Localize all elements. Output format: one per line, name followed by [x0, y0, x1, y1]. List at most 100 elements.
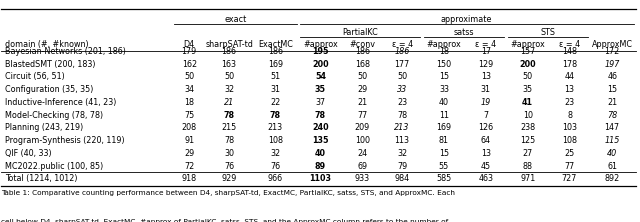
Text: 162: 162	[182, 59, 197, 69]
Text: 45: 45	[481, 162, 491, 171]
Text: Model-Checking (78, 78): Model-Checking (78, 78)	[5, 111, 103, 120]
Text: sharpSAT-td: sharpSAT-td	[205, 40, 253, 50]
Text: 240: 240	[312, 123, 329, 133]
Text: 78: 78	[607, 111, 618, 120]
Text: 13: 13	[481, 72, 491, 81]
Text: 51: 51	[270, 72, 280, 81]
Text: 195: 195	[312, 47, 329, 56]
Text: 147: 147	[605, 123, 620, 133]
Text: 89: 89	[315, 162, 326, 171]
Text: 78: 78	[270, 111, 281, 120]
Text: 29: 29	[357, 85, 367, 94]
Text: 108: 108	[268, 136, 283, 145]
Text: 61: 61	[607, 162, 617, 171]
Text: ε = 4: ε = 4	[392, 40, 413, 50]
Text: 78: 78	[315, 111, 326, 120]
Text: 25: 25	[564, 149, 575, 158]
Text: STS: STS	[540, 28, 555, 37]
Text: 213: 213	[268, 123, 283, 133]
Text: approximate: approximate	[441, 15, 492, 24]
Text: 24: 24	[357, 149, 367, 158]
Text: 35: 35	[315, 85, 326, 94]
Text: 88: 88	[523, 162, 532, 171]
Text: BlastedSMT (200, 183): BlastedSMT (200, 183)	[5, 59, 95, 69]
Text: 44: 44	[564, 72, 575, 81]
Text: 75: 75	[184, 111, 195, 120]
Text: 64: 64	[481, 136, 491, 145]
Text: 100: 100	[355, 136, 370, 145]
Text: 50: 50	[523, 72, 532, 81]
Text: 186: 186	[355, 47, 370, 56]
Text: 8: 8	[567, 111, 572, 120]
Text: 21: 21	[357, 98, 367, 107]
Text: 33: 33	[397, 85, 407, 94]
Text: 135: 135	[312, 136, 329, 145]
Text: 15: 15	[439, 149, 449, 158]
Text: 186: 186	[268, 47, 283, 56]
Text: 15: 15	[607, 85, 617, 94]
Text: 72: 72	[184, 162, 195, 171]
Text: 23: 23	[397, 98, 407, 107]
Text: 54: 54	[315, 72, 326, 81]
Text: 918: 918	[182, 174, 197, 184]
Text: 41: 41	[522, 98, 533, 107]
Text: 186: 186	[394, 47, 410, 56]
Text: ε = 4: ε = 4	[476, 40, 497, 50]
Text: 13: 13	[481, 149, 491, 158]
Text: 50: 50	[357, 72, 367, 81]
Text: 46: 46	[607, 72, 617, 81]
Text: QIF (40, 33): QIF (40, 33)	[5, 149, 52, 158]
Text: 103: 103	[562, 123, 577, 133]
Text: 34: 34	[184, 85, 195, 94]
Text: 179: 179	[182, 47, 197, 56]
Text: Program-Synthesis (220, 119): Program-Synthesis (220, 119)	[5, 136, 125, 145]
Text: 33: 33	[439, 85, 449, 94]
Text: 69: 69	[357, 162, 367, 171]
Text: 50: 50	[224, 72, 234, 81]
Text: 177: 177	[394, 59, 410, 69]
Text: 31: 31	[270, 85, 280, 94]
Text: 125: 125	[520, 136, 535, 145]
Text: 200: 200	[312, 59, 329, 69]
Text: 148: 148	[562, 47, 577, 56]
Text: 40: 40	[315, 149, 326, 158]
Text: 18: 18	[184, 98, 195, 107]
Text: 163: 163	[221, 59, 237, 69]
Text: 984: 984	[394, 174, 410, 184]
Text: 50: 50	[184, 72, 195, 81]
Text: 77: 77	[564, 162, 575, 171]
Text: 238: 238	[520, 123, 535, 133]
Text: 31: 31	[481, 85, 491, 94]
Text: 200: 200	[519, 59, 536, 69]
Text: 186: 186	[221, 47, 237, 56]
Text: 209: 209	[355, 123, 370, 133]
Text: 91: 91	[184, 136, 195, 145]
Text: 213: 213	[394, 123, 410, 133]
Text: 585: 585	[436, 174, 452, 184]
Text: 32: 32	[270, 149, 280, 158]
Text: 208: 208	[182, 123, 197, 133]
Text: cell below D4, sharpSAT-td, ExactMC, #approx of PartialKC, satss, STS, and the A: cell below D4, sharpSAT-td, ExactMC, #ap…	[1, 219, 449, 222]
Text: 32: 32	[224, 85, 234, 94]
Text: 7: 7	[483, 111, 488, 120]
Text: Total (1214, 1012): Total (1214, 1012)	[5, 174, 77, 184]
Text: MC2022.public (100, 85): MC2022.public (100, 85)	[5, 162, 104, 171]
Text: 11: 11	[439, 111, 449, 120]
Text: 21: 21	[224, 98, 234, 107]
Text: Table 1: Comparative counting performance between D4, sharpSAT-td, ExactMC, Part: Table 1: Comparative counting performanc…	[1, 190, 455, 196]
Text: 21: 21	[607, 98, 617, 107]
Text: #approx: #approx	[510, 40, 545, 50]
Text: 77: 77	[357, 111, 367, 120]
Text: 215: 215	[221, 123, 237, 133]
Text: 169: 169	[268, 59, 283, 69]
Text: 129: 129	[478, 59, 493, 69]
Text: 29: 29	[184, 149, 195, 158]
Text: ε = 4: ε = 4	[559, 40, 580, 50]
Text: 892: 892	[605, 174, 620, 184]
Text: 35: 35	[523, 85, 532, 94]
Text: Configuration (35, 35): Configuration (35, 35)	[5, 85, 93, 94]
Text: ExactMC: ExactMC	[258, 40, 292, 50]
Text: 168: 168	[355, 59, 370, 69]
Text: 15: 15	[439, 72, 449, 81]
Text: 55: 55	[439, 162, 449, 171]
